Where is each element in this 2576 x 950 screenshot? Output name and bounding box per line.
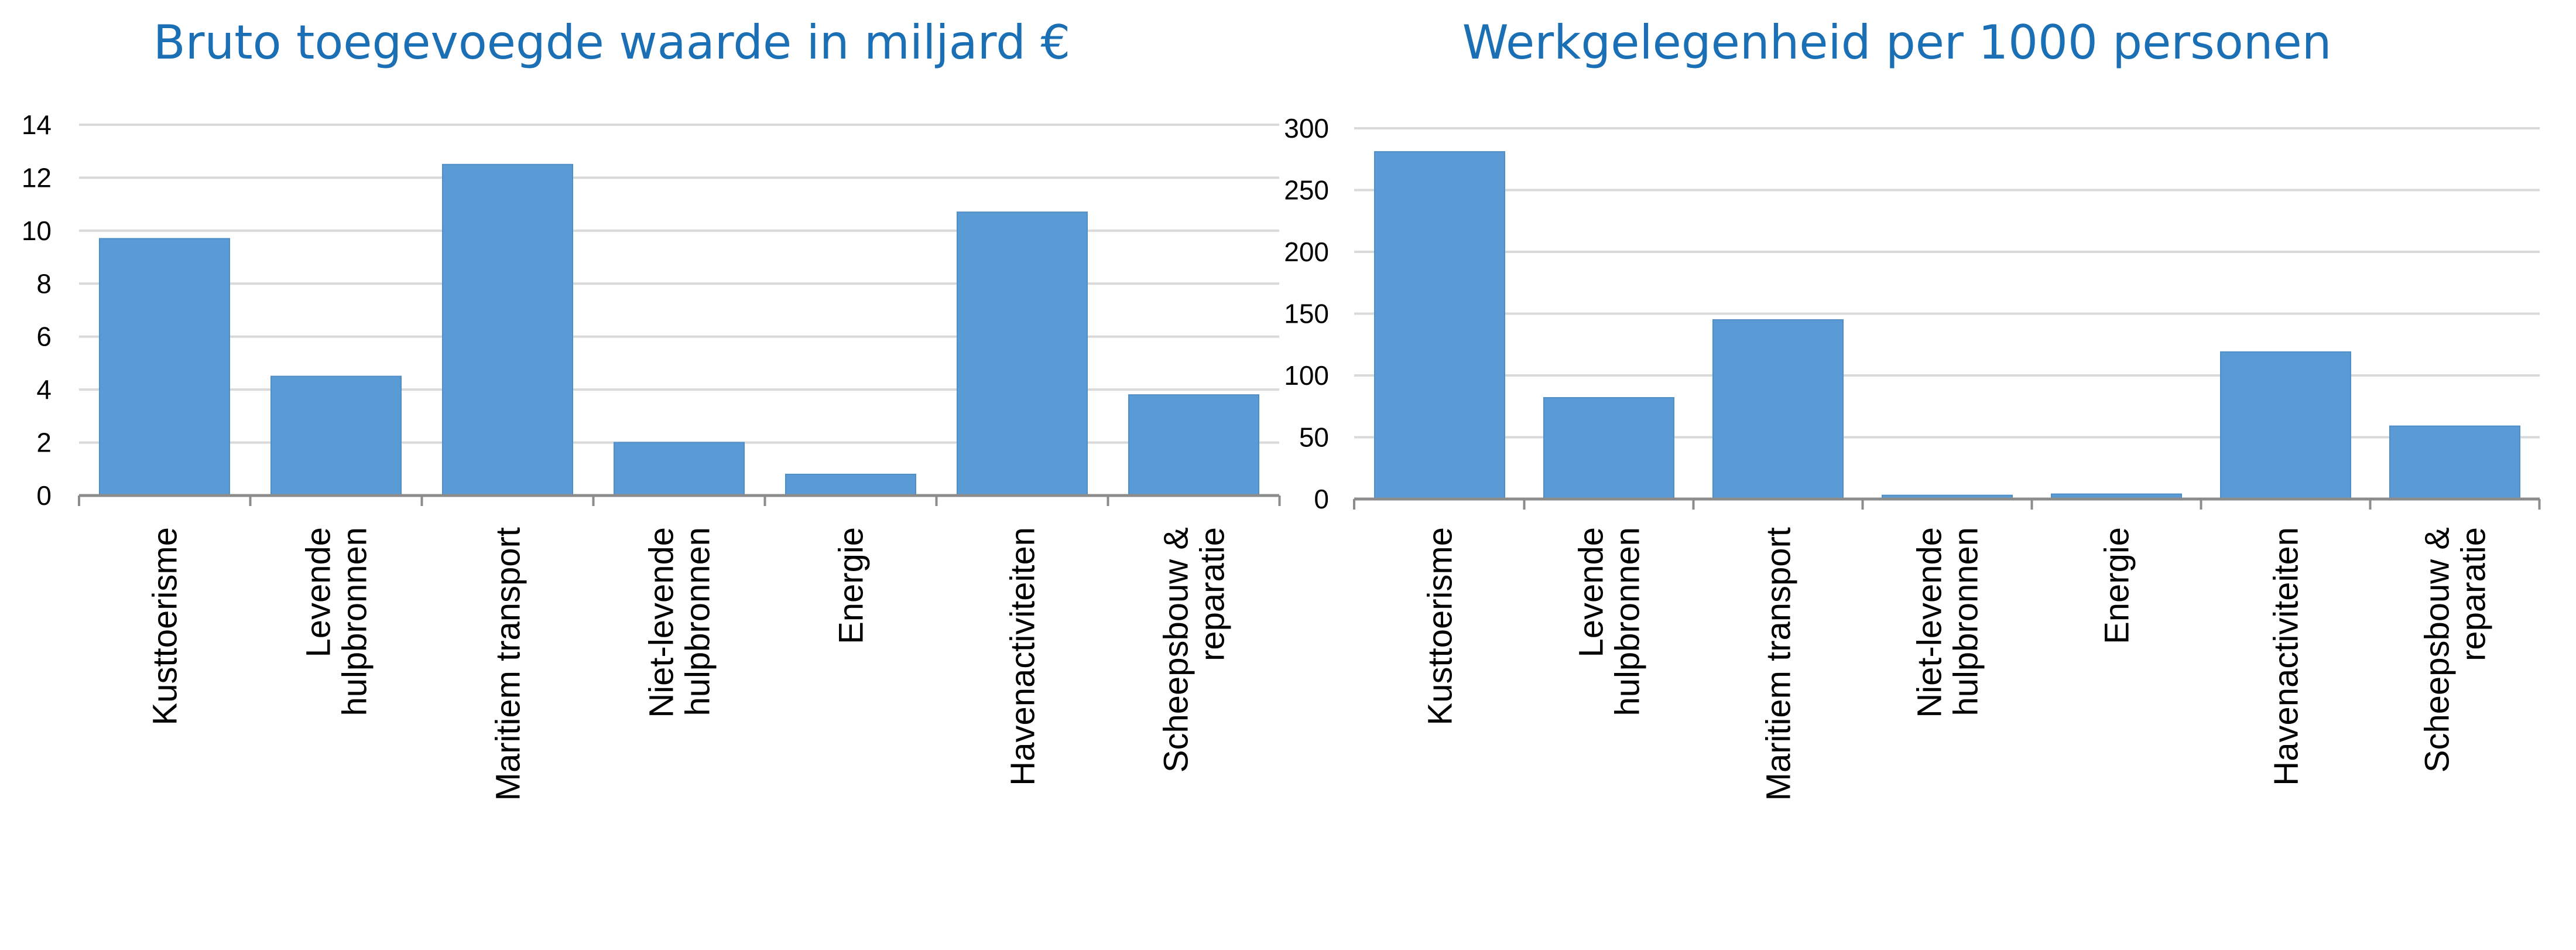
y-tick-label: 10 xyxy=(22,216,52,246)
bar xyxy=(1128,394,1259,497)
y-tick-label: 50 xyxy=(1299,422,1329,453)
bar xyxy=(957,211,1088,496)
x-category-label: Niet-levendehulpbronnen xyxy=(1910,527,1985,718)
x-category-label: Maritiem transport xyxy=(1759,527,1797,801)
x-category-label: Maritiem transport xyxy=(489,527,527,801)
y-tick-label: 250 xyxy=(1284,175,1329,206)
x-category-label: Niet-levendehulpbronnen xyxy=(642,527,717,718)
y-tick-label: 8 xyxy=(36,268,52,299)
x-category-label: Kusttoerisme xyxy=(1421,527,1459,725)
x-category-label: Energie xyxy=(832,527,870,644)
y-tick-label: 200 xyxy=(1284,237,1329,267)
bar xyxy=(2389,425,2520,500)
x-category-label: Scheepsbouw &reparatie xyxy=(1157,527,1231,773)
y-tick-label: 14 xyxy=(22,110,52,140)
y-tick-label: 150 xyxy=(1284,299,1329,329)
x-category-label: Havenactiviteiten xyxy=(1003,527,1042,786)
bar xyxy=(442,163,573,497)
x-category-label: Levendehulpbronnen xyxy=(1572,527,1646,716)
x-category-label: Scheepsbouw &reparatie xyxy=(2418,527,2492,773)
y-tick-label: 6 xyxy=(36,322,52,352)
bar xyxy=(2220,351,2351,500)
y-tick-label: 4 xyxy=(36,374,52,405)
y-tick-label: 0 xyxy=(36,480,52,511)
bar xyxy=(1374,151,1505,500)
y-tick-label: 12 xyxy=(22,162,52,193)
bar xyxy=(1712,319,1844,500)
y-tick-label: 2 xyxy=(36,428,52,458)
y-tick-label: 300 xyxy=(1284,113,1329,143)
y-tick-label: 100 xyxy=(1284,360,1329,391)
bar xyxy=(99,238,230,496)
x-category-label: Energie xyxy=(2098,527,2136,644)
x-category-label: Levendehulpbronnen xyxy=(299,527,374,716)
x-category-label: Kusttoerisme xyxy=(146,527,184,725)
bar xyxy=(270,375,402,496)
chart-employment: Werkgelegenheid per 1000 personen 0 50 100 1… xyxy=(1284,15,2541,801)
bar xyxy=(785,473,916,496)
bar xyxy=(614,442,745,496)
x-category-label: Havenactiviteiten xyxy=(2267,527,2305,786)
chart-title: Bruto toegevoegde waarde in miljard € xyxy=(153,15,1070,70)
chart-title: Werkgelegenheid per 1000 personen xyxy=(1462,15,2332,70)
chart-gross-value-added: Bruto toegevoegde waarde in miljard € 0 2 4… xyxy=(22,15,1281,801)
y-tick-label: 0 xyxy=(1314,484,1329,514)
bar xyxy=(1543,397,1674,500)
